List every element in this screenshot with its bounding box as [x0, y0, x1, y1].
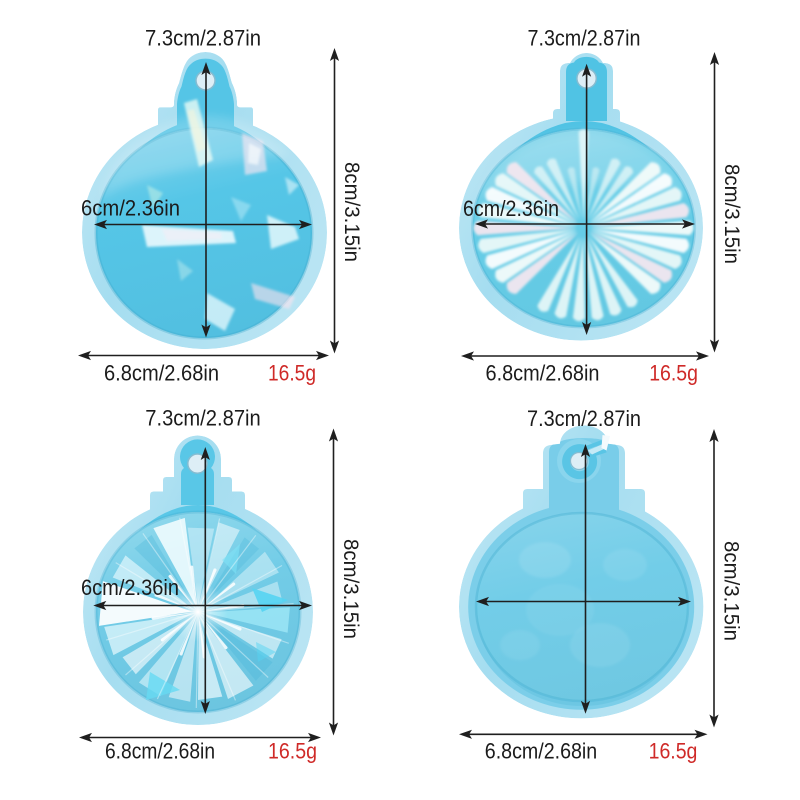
svg-text:6cm/2.36in: 6cm/2.36in — [81, 575, 179, 600]
svg-text:8cm/3.15in: 8cm/3.15in — [720, 541, 743, 641]
svg-text:8cm/3.15in: 8cm/3.15in — [340, 162, 363, 262]
svg-text:7.3cm/2.87in: 7.3cm/2.87in — [528, 26, 641, 51]
svg-text:6.8cm/2.68in: 6.8cm/2.68in — [105, 739, 215, 764]
svg-text:6cm/2.36in: 6cm/2.36in — [463, 196, 559, 221]
svg-text:6.8cm/2.68in: 6.8cm/2.68in — [104, 361, 219, 386]
svg-text:16.5g: 16.5g — [649, 361, 698, 386]
svg-text:7.3cm/2.87in: 7.3cm/2.87in — [145, 26, 261, 51]
svg-text:16.5g: 16.5g — [268, 739, 317, 764]
svg-text:8cm/3.15in: 8cm/3.15in — [339, 539, 362, 639]
svg-text:6.8cm/2.68in: 6.8cm/2.68in — [485, 739, 597, 764]
svg-text:7.3cm/2.87in: 7.3cm/2.87in — [145, 406, 261, 431]
svg-text:8cm/3.15in: 8cm/3.15in — [720, 164, 743, 264]
svg-text:16.5g: 16.5g — [649, 739, 698, 764]
svg-text:6.8cm/2.68in: 6.8cm/2.68in — [486, 361, 600, 386]
svg-text:16.5g: 16.5g — [268, 361, 316, 386]
svg-text:6cm/2.36in: 6cm/2.36in — [81, 196, 180, 221]
svg-text:7.3cm/2.87in: 7.3cm/2.87in — [527, 406, 641, 431]
